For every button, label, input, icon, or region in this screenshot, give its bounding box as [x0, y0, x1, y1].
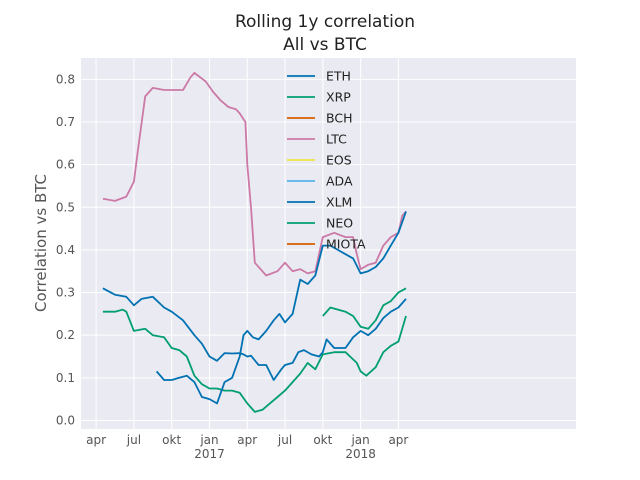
- x-tick-label: jan: [350, 433, 369, 447]
- legend-label-ada: ADA: [326, 174, 353, 189]
- y-ticks: 0.0 0.1 0.2 0.3 0.4 0.5 0.6 0.7 0.8: [56, 72, 75, 427]
- y-tick-label: 0.4: [56, 243, 75, 257]
- legend-label-eth: ETH: [326, 69, 351, 84]
- series-line-ltc: [102, 72, 407, 277]
- legend-label-xrp: XRP: [326, 90, 351, 105]
- chart-subtitle: All vs BTC: [283, 35, 367, 55]
- y-tick-label: 0.8: [56, 72, 75, 86]
- x-tick-label: jul: [126, 433, 141, 447]
- x-tick-label: apr: [388, 433, 408, 447]
- y-axis-label: Correlation vs BTC: [32, 174, 50, 312]
- y-tick-label: 0.6: [56, 158, 75, 172]
- x-tick-label: apr: [237, 433, 257, 447]
- legend-label-bch: BCH: [326, 111, 352, 126]
- y-tick-label: 0.5: [56, 200, 75, 214]
- series-line-neo: [322, 287, 407, 330]
- grid: [81, 58, 576, 429]
- chart-title: Rolling 1y correlation: [235, 12, 415, 32]
- series-line-xlm: [155, 211, 407, 405]
- legend-label-eos: EOS: [326, 153, 352, 168]
- series-line-xrp: [102, 308, 407, 413]
- x-tick-year-label: 2017: [194, 447, 225, 461]
- legend: ETH XRP BCH LTC EOS ADA XLM NEO MIOTA: [287, 69, 366, 252]
- x-tick-label: jul: [277, 433, 292, 447]
- plot-area: [81, 58, 576, 429]
- y-tick-label: 0.2: [56, 328, 75, 342]
- y-tick-label: 0.1: [56, 371, 75, 385]
- series-lines: [102, 72, 407, 413]
- x-tick-label: okt: [162, 433, 181, 447]
- series-line-eth: [102, 287, 407, 381]
- x-tick-label: apr: [86, 433, 106, 447]
- x-tick-label: okt: [313, 433, 332, 447]
- legend-label-neo: NEO: [326, 216, 353, 231]
- x-tick-year-label: 2018: [345, 447, 376, 461]
- legend-label-ltc: LTC: [326, 132, 347, 147]
- y-tick-label: 0.0: [56, 413, 75, 427]
- y-tick-label: 0.7: [56, 115, 75, 129]
- x-tick-label: jan: [199, 433, 218, 447]
- y-tick-label: 0.3: [56, 286, 75, 300]
- legend-label-miota: MIOTA: [326, 237, 366, 252]
- legend-label-xlm: XLM: [326, 195, 352, 210]
